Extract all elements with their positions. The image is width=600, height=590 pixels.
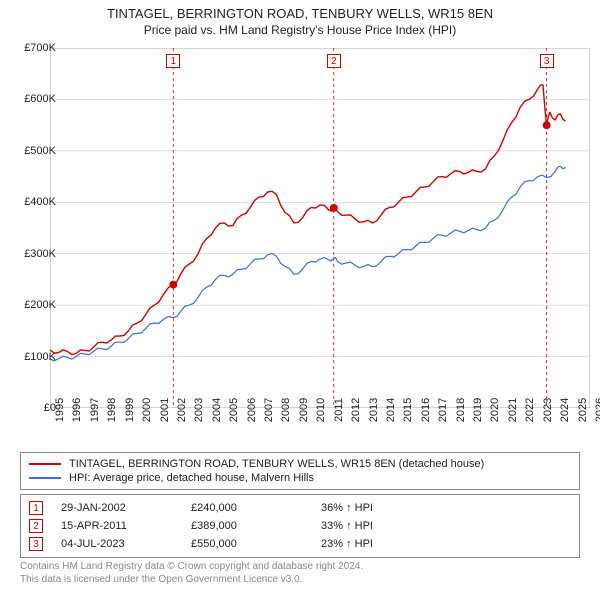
x-tick-label: 2026	[594, 398, 600, 422]
x-tick-label: 1998	[106, 398, 118, 422]
y-tick-label: £200K	[24, 299, 56, 311]
x-tick-label: 2018	[455, 398, 467, 422]
events-table: 1 29-JAN-2002 £240,000 36% ↑ HPI 2 15-AP…	[20, 494, 580, 558]
x-tick-label: 2002	[176, 398, 188, 422]
chart-container: TINTAGEL, BERRINGTON ROAD, TENBURY WELLS…	[0, 0, 600, 590]
x-tick-label: 2012	[350, 398, 362, 422]
event-marker-num: 3	[33, 539, 39, 550]
x-tick-label: 2016	[420, 398, 432, 422]
event-date: 29-JAN-2002	[61, 502, 191, 514]
x-tick-label: 2008	[280, 398, 292, 422]
x-tick-label: 2005	[228, 398, 240, 422]
x-tick-label: 1999	[124, 398, 136, 422]
event-price: £240,000	[191, 502, 321, 514]
event-marker-icon: 2	[29, 519, 43, 533]
attribution-line: Contains HM Land Registry data © Crown c…	[20, 560, 363, 573]
x-tick-label: 2021	[507, 398, 519, 422]
event-row: 2 15-APR-2011 £389,000 33% ↑ HPI	[29, 517, 571, 535]
y-tick-label: £400K	[24, 196, 56, 208]
legend-label: HPI: Average price, detached house, Malv…	[69, 472, 314, 484]
attribution-line: This data is licensed under the Open Gov…	[20, 573, 363, 586]
title-sub: Price paid vs. HM Land Registry's House …	[0, 23, 600, 37]
event-delta: 33% ↑ HPI	[321, 520, 373, 532]
x-tick-label: 2025	[577, 398, 589, 422]
event-marker-icon: 3	[29, 537, 43, 551]
event-marker-icon: 1	[29, 501, 43, 515]
x-tick-label: 2023	[542, 398, 554, 422]
x-tick-label: 2011	[333, 398, 345, 422]
attribution: Contains HM Land Registry data © Crown c…	[20, 560, 363, 586]
x-tick-label: 2020	[489, 398, 501, 422]
event-price: £389,000	[191, 520, 321, 532]
x-tick-label: 2004	[211, 398, 223, 422]
x-tick-label: 2022	[524, 398, 536, 422]
y-tick-label: £500K	[24, 145, 56, 157]
event-date: 15-APR-2011	[61, 520, 191, 532]
title-main: TINTAGEL, BERRINGTON ROAD, TENBURY WELLS…	[0, 6, 600, 21]
legend-row: TINTAGEL, BERRINGTON ROAD, TENBURY WELLS…	[29, 457, 571, 471]
event-marker-num: 1	[33, 503, 39, 514]
x-tick-label: 2013	[368, 398, 380, 422]
x-tick-label: 2000	[141, 398, 153, 422]
legend-label: TINTAGEL, BERRINGTON ROAD, TENBURY WELLS…	[69, 458, 484, 470]
event-row: 3 04-JUL-2023 £550,000 23% ↑ HPI	[29, 535, 571, 553]
x-tick-label: 1997	[89, 398, 101, 422]
chart-svg	[50, 48, 590, 408]
y-tick-label: £600K	[24, 93, 56, 105]
x-tick-label: 2014	[385, 398, 397, 422]
x-tick-label: 2003	[193, 398, 205, 422]
event-marker-num: 2	[33, 521, 39, 532]
x-tick-label: 2001	[159, 398, 171, 422]
x-tick-label: 2015	[402, 398, 414, 422]
chart-event-marker-icon: 2	[327, 54, 341, 68]
event-price: £550,000	[191, 538, 321, 550]
x-tick-label: 2010	[315, 398, 327, 422]
x-tick-label: 1996	[71, 398, 83, 422]
x-tick-label: 2009	[298, 398, 310, 422]
chart-plot-area	[50, 48, 590, 408]
y-tick-label: £100K	[24, 351, 56, 363]
event-row: 1 29-JAN-2002 £240,000 36% ↑ HPI	[29, 499, 571, 517]
y-tick-label: £300K	[24, 248, 56, 260]
legend-row: HPI: Average price, detached house, Malv…	[29, 471, 571, 485]
x-tick-label: 2006	[246, 398, 258, 422]
x-tick-label: 2017	[437, 398, 449, 422]
x-tick-label: 2024	[559, 398, 571, 422]
x-tick-label: 2019	[472, 398, 484, 422]
chart-event-marker-icon: 3	[540, 54, 554, 68]
x-tick-label: 1995	[54, 398, 66, 422]
y-tick-label: £700K	[24, 42, 56, 54]
legend-swatch	[29, 463, 61, 465]
event-delta: 36% ↑ HPI	[321, 502, 373, 514]
legend: TINTAGEL, BERRINGTON ROAD, TENBURY WELLS…	[20, 452, 580, 490]
event-delta: 23% ↑ HPI	[321, 538, 373, 550]
chart-event-marker-icon: 1	[166, 54, 180, 68]
x-tick-label: 2007	[263, 398, 275, 422]
titles: TINTAGEL, BERRINGTON ROAD, TENBURY WELLS…	[0, 0, 600, 37]
legend-swatch	[29, 477, 61, 479]
event-date: 04-JUL-2023	[61, 538, 191, 550]
